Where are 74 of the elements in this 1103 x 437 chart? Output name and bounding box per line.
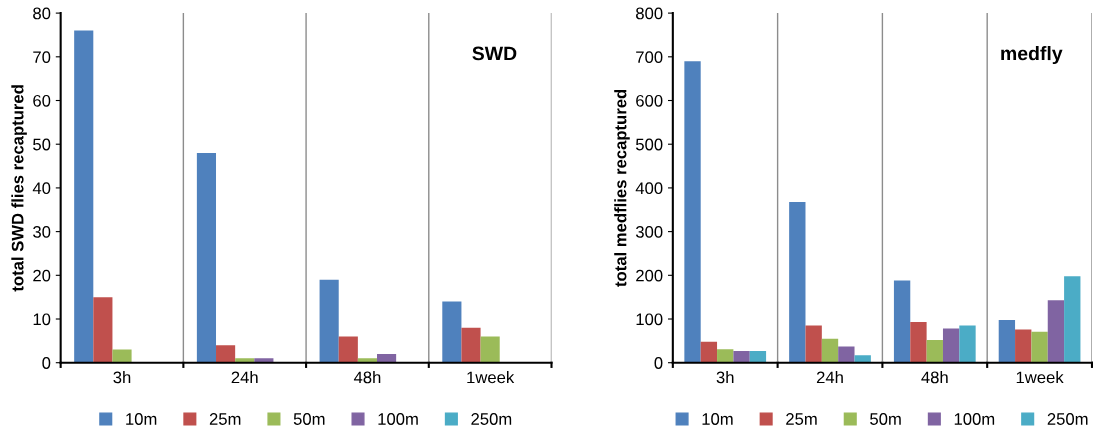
x-tick-label: 1week [1016,371,1064,384]
y-tick-label: 80 [33,7,51,20]
y-tick-label: 500 [635,138,663,151]
y-tick-label: 700 [636,51,663,64]
bar [235,358,255,363]
legend-label: 50m [293,413,325,425]
x-tick-label: 48h [921,371,948,384]
bar [196,152,217,363]
bar [1031,331,1048,363]
bar [338,336,358,363]
legend-label: 100m [378,413,418,425]
text: medfly [1001,46,1063,65]
legend-label: 250m [471,413,512,425]
bar [442,301,462,363]
bar [1047,300,1065,363]
legend-label: 100m [954,413,995,425]
y-tick-label: 400 [635,182,663,195]
bar [74,30,94,363]
bar [998,319,1016,363]
bar [684,61,701,363]
y-tick-label: 30 [33,226,51,238]
x-tick-label: 48h [353,371,381,384]
bar [480,336,500,363]
bar [1015,329,1032,363]
bar [461,327,481,363]
x-tick-label: 3h [113,371,131,384]
bar [733,350,750,363]
bar [112,349,132,363]
x-tick-label: 1week [467,371,515,384]
bar [910,322,927,363]
bar [821,338,839,363]
bar [749,350,767,363]
bar [838,346,855,363]
y-tick-label: 800 [636,7,663,20]
bar [357,358,378,363]
bar [93,297,113,363]
y-tick-label: 40 [32,182,51,195]
bar [1064,276,1081,363]
text: SWD [472,46,517,61]
bar [789,201,806,363]
y-tick-label: 0 [42,357,51,369]
legend-label: 25m [786,413,817,425]
y-tick-label: 200 [636,269,663,282]
legend-label: 50m [870,413,901,425]
x-tick-label: 3h [716,371,734,384]
bar [216,345,236,363]
bar [377,353,397,363]
y-tick-label: 600 [636,94,663,107]
y-tick-label: 100 [636,313,663,326]
bar [959,325,976,363]
y-tick-label: 300 [635,226,663,238]
bar [700,341,718,363]
y-axis-title: total SWD flies recaptured [11,85,27,292]
bar [893,280,911,363]
legend-label: 10m [702,413,733,425]
x-tick-label: 24h [231,371,258,384]
bar [805,325,822,363]
y-axis-title: total medflies recaptured [614,89,630,287]
y-tick-label: 0 [654,357,663,369]
y-tick-label: 70 [33,51,51,64]
x-tick-label: 24h [816,371,843,384]
legend-label: 25m [209,413,241,425]
bar [319,279,339,363]
y-tick-label: 10 [33,313,51,326]
bar [854,355,871,363]
bar [942,328,960,363]
bar [717,349,734,363]
y-tick-label: 20 [33,269,51,282]
y-tick-label: 60 [33,94,51,107]
bar [254,358,274,363]
legend-label: 250m [1047,413,1088,425]
y-tick-label: 50 [33,138,51,151]
bar [926,339,943,363]
legend-label: 10m [126,413,157,425]
